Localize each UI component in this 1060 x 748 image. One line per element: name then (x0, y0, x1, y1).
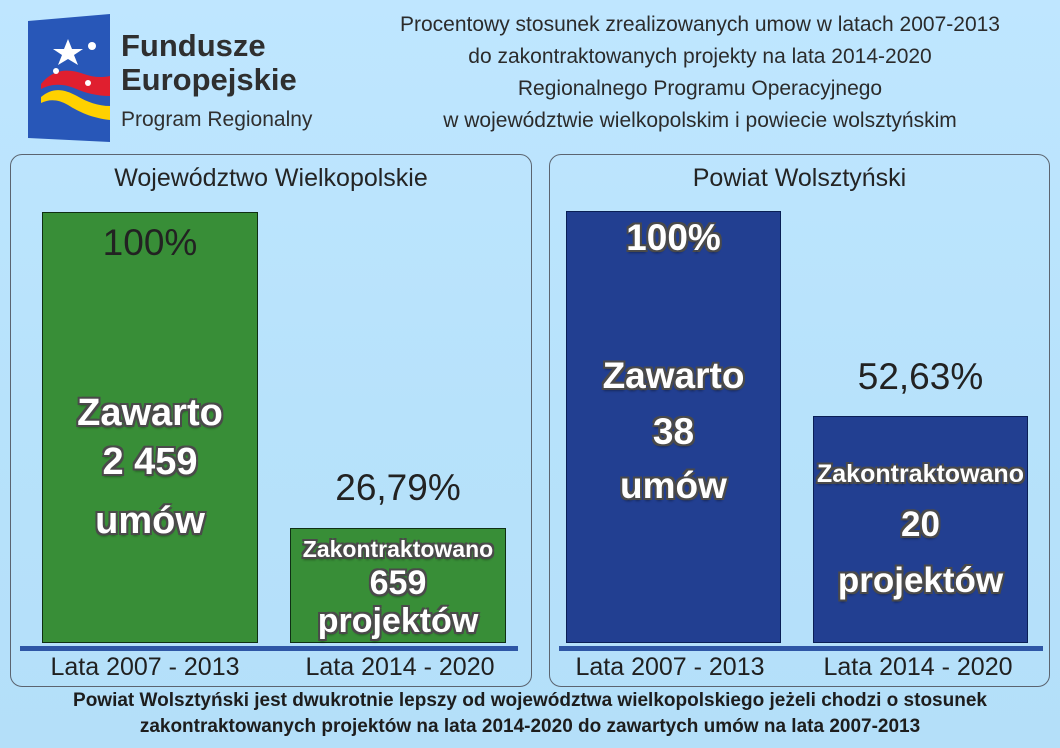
chart-panel-wielkopolskie: Województwo Wielkopolskie (10, 154, 532, 687)
logo-subtitle: Program Regionalny (121, 108, 313, 131)
bar-text-wolsztynski-2007-2013-line-3: umów (620, 465, 727, 506)
footer-note-line-2: zakontraktowanych projektów na lata 2014… (139, 716, 921, 737)
bar-text-wolsztynski-2007-2013-line-2: 38 (652, 411, 695, 452)
eu-funds-flag-icon (28, 14, 110, 142)
bar-text-wolsztynski-2007-2013-line-1: Zawarto (602, 355, 745, 396)
main-title: Procentowy stosunek zrealizowanych umow … (360, 9, 1040, 137)
period-label-wielkopolskie-2007-2013: Lata 2007 - 2013 (50, 653, 240, 681)
bar-text-wolsztynski-2014-2020-line-3: projektów (837, 561, 1004, 600)
value-label-wielkopolskie-2014-2020: 26,79% (335, 467, 461, 508)
baseline-wielkopolskie (20, 646, 518, 651)
period-label-wolsztynski-2014-2020: Lata 2014 - 2020 (823, 653, 1013, 681)
bar-wielkopolskie-2014-2020: Zakontraktowano 659 projektów (290, 528, 506, 643)
bar-text-wolsztynski-2014-2020-line-1: Zakontraktowano (817, 460, 1024, 488)
bar-wielkopolskie-2007-2013: 100% Zawarto 2 459 umów (42, 212, 258, 643)
footer-note-line-1: Powiat Wolsztyński jest dwukrotnie lepsz… (73, 690, 987, 711)
main-title-line-3: Regionalnego Programu Operacyjnego (517, 77, 883, 100)
main-title-line-1: Procentowy stosunek zrealizowanych umow … (400, 13, 1000, 36)
bar-text-wielkopolskie-2007-2013-line-2: 2 459 (102, 441, 198, 483)
value-label-wolsztynski-2014-2020: 52,63% (857, 356, 984, 397)
bar-text-wielkopolskie-2014-2020-line-2: 659 (369, 564, 427, 602)
logo-title-line-1: Fundusze (121, 28, 266, 63)
period-label-wielkopolskie-2014-2020: Lata 2014 - 2020 (305, 653, 495, 681)
chart-panel-wolsztynski: Powiat Wolsztyński (549, 154, 1050, 687)
value-label-wielkopolskie-2007-2013: 100% (102, 222, 198, 263)
value-label-wolsztynski-2007-2013: 100% (626, 217, 721, 258)
main-title-line-4: w województwie wielkopolskim i powiecie … (443, 109, 957, 132)
logo-title: Fundusze Europejskie (121, 29, 297, 97)
panel-title-wielkopolskie: Województwo Wielkopolskie (114, 164, 428, 192)
bar-wolsztynski-2014-2020: Zakontraktowano 20 projektów (813, 416, 1028, 643)
main-title-line-2: do zakontraktowanych projekty na lata 20… (468, 45, 932, 68)
bar-text-wolsztynski-2014-2020-line-2: 20 (901, 505, 940, 544)
panel-title-wolsztynski: Powiat Wolsztyński (692, 164, 907, 192)
bar-text-wielkopolskie-2007-2013-line-1: Zawarto (77, 392, 223, 434)
logo-title-line-2: Europejskie (121, 62, 297, 97)
baseline-wolsztynski (559, 646, 1043, 651)
fundusze-europejskie-logo: Fundusze Europejskie Program Regionalny (22, 14, 362, 144)
footer-note: Powiat Wolsztyński jest dwukrotnie lepsz… (0, 688, 1060, 740)
bar-text-wielkopolskie-2014-2020-line-3: projektów (317, 602, 479, 640)
bar-text-wielkopolskie-2007-2013-line-3: umów (95, 500, 205, 542)
period-label-wolsztynski-2007-2013: Lata 2007 - 2013 (575, 653, 765, 681)
bar-text-wielkopolskie-2014-2020-line-1: Zakontraktowano (302, 536, 494, 562)
bar-wolsztynski-2007-2013: 100% Zawarto 38 umów (566, 211, 781, 643)
